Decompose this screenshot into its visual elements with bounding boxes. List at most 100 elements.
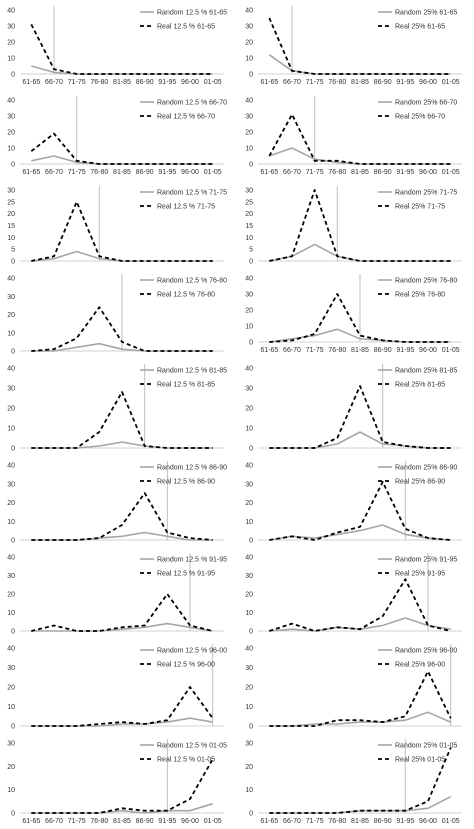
x-tick-label: 96-00 <box>181 169 199 176</box>
y-tick-label: 0 <box>249 629 253 636</box>
y-tick-label: 0 <box>249 162 253 169</box>
real-series-line <box>30 132 213 165</box>
real-series-line <box>269 747 452 814</box>
legend-label: Real 25% 71-75 <box>395 204 445 211</box>
x-tick-label: 86-90 <box>374 818 392 825</box>
y-tick-label: 15 <box>7 223 15 230</box>
x-tick-label: 86-90 <box>136 79 154 86</box>
y-tick-label: 30 <box>7 188 15 195</box>
x-tick-label: 71-75 <box>68 169 86 176</box>
y-tick-label: 0 <box>249 72 253 79</box>
random-series-line <box>269 711 452 727</box>
x-tick-label: 71-75 <box>68 79 86 86</box>
y-tick-label: 10 <box>245 324 253 331</box>
chart-panel: 0 10 20 30 40 61-65 66-70 71-75 76-80 81-85 86-90 9… <box>7 6 227 86</box>
legend-label: Real 25% 96-00 <box>395 662 445 669</box>
real-series-line <box>269 480 451 541</box>
y-tick-label: 30 <box>245 188 253 195</box>
chart-panel: 0 10 20 30 40 61-65 66-70 71-75 76-80 81-85 86-90 9… <box>245 96 462 176</box>
x-tick-label: 91-95 <box>158 169 176 176</box>
y-tick-label: 40 <box>245 463 253 470</box>
x-tick-label: 61-65 <box>260 347 278 354</box>
random-series-line <box>31 622 213 632</box>
y-tick-label: 20 <box>245 40 253 47</box>
y-tick-label: 30 <box>245 741 253 748</box>
real-series-line <box>269 189 451 262</box>
y-tick-label: 5 <box>11 247 15 254</box>
y-tick-label: 20 <box>245 685 253 692</box>
legend-label: Real 12.5 % 76-80 <box>157 292 215 299</box>
legend-label: Random 25% 71-75 <box>395 190 457 197</box>
y-tick-label: 25 <box>245 199 253 206</box>
y-tick-label: 20 <box>245 211 253 218</box>
y-tick-label: 10 <box>7 146 15 153</box>
y-tick-label: 10 <box>245 787 253 794</box>
y-tick-label: 30 <box>245 292 253 299</box>
x-tick-label: 91-95 <box>396 347 414 354</box>
real-series-line <box>268 113 451 165</box>
y-tick-label: 40 <box>245 555 253 562</box>
y-tick-label: 10 <box>7 56 15 63</box>
x-tick-label: 86-90 <box>374 169 392 176</box>
x-tick-label: 81-85 <box>351 169 369 176</box>
x-tick-label: 61-65 <box>22 79 40 86</box>
legend-label: Random 12.5 % 76-80 <box>157 278 227 285</box>
legend-label: Real 25% 81-85 <box>395 382 445 389</box>
chart-panel: 0 10 20 30 40 61-65 66-70 71-75 76-80 81-85 86-90 9… <box>245 6 462 86</box>
y-tick-label: 25 <box>7 199 15 206</box>
x-tick-label: 81-85 <box>351 79 369 86</box>
chart-panel: 0 10 20 30 40 Random 12.5 % 96-00 Real 12.5 % … <box>7 644 227 731</box>
chart-panel: 0 10 20 30 40 61-65 66-70 71-75 76-80 81-85 86-90 9… <box>245 274 462 354</box>
real-series-line <box>30 23 213 75</box>
x-tick-label: 66-70 <box>283 169 301 176</box>
legend-label: Real 12.5 % 81-85 <box>157 382 215 389</box>
legend-label: Real 12.5 % 01-05 <box>157 757 215 764</box>
y-tick-label: 0 <box>11 446 15 453</box>
random-series-line <box>31 717 213 727</box>
x-tick-label: 61-65 <box>22 818 40 825</box>
x-tick-label: 71-75 <box>306 79 324 86</box>
x-tick-label: 86-90 <box>374 347 392 354</box>
y-tick-label: 20 <box>7 764 15 771</box>
x-tick-label: 61-65 <box>22 169 40 176</box>
y-tick-label: 40 <box>245 98 253 105</box>
y-tick-label: 30 <box>245 386 253 393</box>
x-tick-label: 76-80 <box>328 347 346 354</box>
real-series-line <box>31 306 213 352</box>
legend-label: Real 25% 01-05 <box>395 757 445 764</box>
y-tick-label: 30 <box>7 114 15 121</box>
real-series-line <box>269 293 451 343</box>
legend-label: Random 25% 96-00 <box>395 648 457 655</box>
y-tick-label: 10 <box>245 146 253 153</box>
y-tick-label: 40 <box>7 555 15 562</box>
x-tick-label: 61-65 <box>260 169 278 176</box>
chart-panel: 0 10 20 30 40 Random 25% 96-00 Real 25% 96-00 <box>245 644 462 731</box>
x-tick-label: 66-70 <box>45 79 63 86</box>
y-tick-label: 40 <box>7 463 15 470</box>
y-tick-label: 0 <box>11 349 15 356</box>
y-tick-label: 20 <box>7 406 15 413</box>
x-tick-label: 96-00 <box>181 818 199 825</box>
x-tick-label: 86-90 <box>136 818 154 825</box>
legend-label: Random 25% 81-85 <box>395 368 457 375</box>
real-series-line <box>269 670 452 727</box>
chart-panel: 0 5 10 15 20 25 30 Random 12.5 % 71-75 Real 12.5… <box>7 186 227 266</box>
x-tick-label: 01-05 <box>442 169 460 176</box>
x-tick-label: 96-00 <box>419 818 437 825</box>
x-tick-label: 91-95 <box>396 79 414 86</box>
y-tick-label: 0 <box>249 446 253 453</box>
legend-label: Real 25% 76-80 <box>395 292 445 299</box>
legend-label: Random 12.5 % 66-70 <box>157 100 227 107</box>
x-tick-label: 71-75 <box>306 818 324 825</box>
y-tick-label: 40 <box>245 276 253 283</box>
y-tick-label: 40 <box>7 8 15 15</box>
y-tick-label: 40 <box>7 366 15 373</box>
x-tick-label: 81-85 <box>113 818 131 825</box>
x-tick-label: 61-65 <box>260 79 278 86</box>
x-tick-label: 76-80 <box>328 79 346 86</box>
y-tick-label: 0 <box>249 538 253 545</box>
chart-panel: 0 10 20 30 40 61-65 66-70 71-75 76-80 81-85 86-90 9… <box>7 96 227 176</box>
y-tick-label: 30 <box>7 24 15 31</box>
y-tick-label: 40 <box>245 8 253 15</box>
y-tick-label: 0 <box>249 340 253 347</box>
